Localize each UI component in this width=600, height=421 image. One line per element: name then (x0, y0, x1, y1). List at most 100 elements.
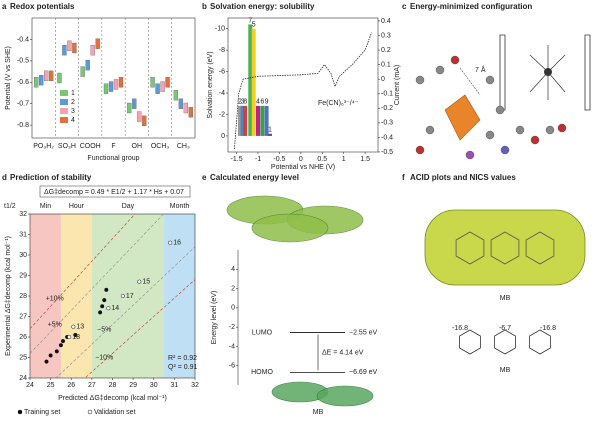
box (183, 102, 189, 114)
molecule-label: MB (500, 295, 511, 302)
legend-marker (17, 409, 23, 415)
y2-tick-label: -0.3 (381, 120, 393, 127)
panel-title: Energy-minimized configuration (410, 2, 532, 11)
box (90, 44, 95, 56)
legend-swatch (60, 117, 68, 123)
legend-label: Validation set (94, 409, 136, 416)
curve-label: Fe(CN)₆³⁻/⁴⁻ (318, 100, 359, 107)
panel-letter: b (202, 2, 207, 11)
x-tick-label: COOH (80, 143, 101, 150)
octahedron (444, 94, 481, 141)
ring (494, 329, 516, 355)
panel-title: Redox potentials (10, 2, 75, 11)
box (127, 102, 132, 114)
y-axis-label: Current (mA) (394, 65, 401, 105)
validation-point (67, 334, 72, 340)
x-tick-label: 30 (150, 382, 158, 389)
box (188, 107, 194, 118)
panel-title: ACID plots and NICS values (410, 173, 516, 182)
t-half-label: t1/2 (4, 203, 16, 210)
x-tick-label: OH (132, 143, 143, 150)
panel-title: Calculated energy level (210, 173, 299, 182)
y2-tick-label: -0.2 (381, 105, 393, 112)
formula-box (39, 185, 191, 198)
y-tick-label: 29 (19, 272, 27, 279)
training-point (98, 310, 103, 315)
x-tick-label: 25 (47, 382, 55, 389)
x-tick-label: -1 (255, 156, 261, 163)
y-tick-label: -0.4 (17, 36, 29, 43)
y-tick-label: -6 (229, 363, 235, 370)
panel-letter: a (2, 2, 7, 11)
box (95, 38, 100, 49)
bond (547, 54, 566, 73)
y2-tick-label: 0.1 (381, 61, 391, 68)
atom (485, 75, 495, 85)
x-tick-label: CH₃ (177, 143, 190, 150)
bound-label: −10% (95, 355, 113, 362)
x-axis-label: Predicted ΔG‡decomp (kcal mol⁻¹) (58, 395, 167, 402)
atom (415, 145, 425, 155)
y-tick-label: 0 (221, 133, 225, 140)
box (103, 83, 109, 94)
acid-plot (424, 209, 586, 286)
validation-point (137, 279, 142, 284)
point-label: 16 (173, 240, 181, 247)
bar-label: 8 (243, 99, 247, 106)
bond (529, 54, 549, 73)
y2-tick-label: 0.4 (381, 18, 391, 25)
complex-bracket (584, 34, 591, 111)
training-point (48, 353, 53, 358)
ring (529, 329, 551, 355)
y-tick-label: -2 (219, 111, 225, 118)
x-axis-label: Functional group (87, 155, 139, 162)
molecule-label: MB (500, 367, 511, 374)
plot-frame (31, 17, 196, 139)
bound-label: −5% (97, 326, 111, 333)
y2-tick-label: -0.1 (381, 91, 393, 98)
bar-label: 2 (238, 99, 242, 106)
training-point (60, 339, 66, 344)
training-point (58, 343, 63, 348)
box (85, 59, 90, 71)
x-tick-label: 31 (170, 382, 178, 389)
panel-letter: e (202, 173, 207, 182)
panel-title: Prediction of stability (10, 173, 92, 182)
y2-tick-label: 0 (381, 76, 385, 83)
atom (545, 125, 555, 135)
y-tick-label: -0.6 (17, 79, 29, 86)
validation-point (71, 324, 76, 329)
legend-label: Training set (24, 409, 60, 416)
x-tick-label: PO₃H₂ (33, 143, 54, 150)
box (173, 89, 179, 101)
bar (260, 105, 265, 136)
region (60, 214, 92, 378)
atom (557, 123, 567, 133)
box (48, 70, 54, 82)
box (33, 77, 39, 88)
training-point (44, 359, 49, 364)
y-tick-label: 24 (19, 375, 27, 382)
y2-tick-label: 0.2 (381, 47, 391, 54)
legend-label: 3 (71, 108, 75, 115)
training-point (73, 332, 78, 338)
y2-tick-label: -0.5 (381, 149, 393, 156)
level-name: LUMO (252, 329, 273, 336)
legend-label: 2 (71, 99, 75, 106)
atom (435, 65, 445, 75)
bar-label: 9 (265, 99, 269, 106)
orbital-lobe (316, 385, 374, 407)
level-name: HOMO (251, 369, 273, 376)
atom (465, 150, 475, 160)
validation-point (168, 240, 173, 245)
training-point (104, 287, 109, 292)
box (137, 111, 142, 122)
level-value: −2.55 eV (349, 329, 378, 336)
bar-label: 1 (268, 127, 272, 134)
x-tick-label: 0 (299, 156, 303, 163)
bar (248, 24, 253, 136)
ring (455, 231, 485, 265)
y-tick-label: 4 (231, 266, 235, 273)
y-tick-label: -0.8 (17, 122, 29, 129)
